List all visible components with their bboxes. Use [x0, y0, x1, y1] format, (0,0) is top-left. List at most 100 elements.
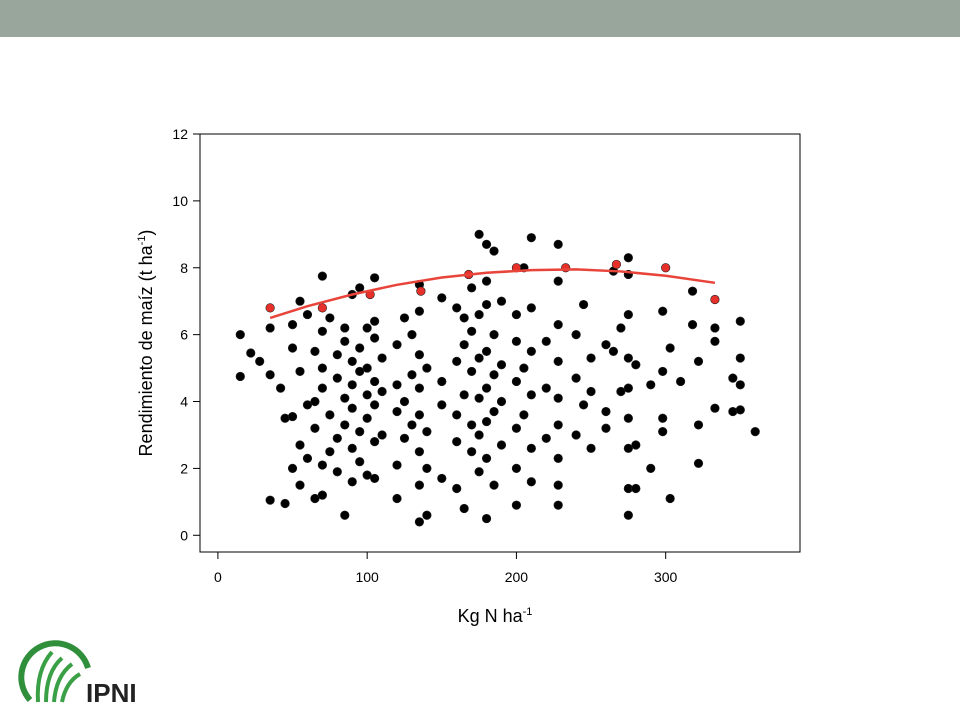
point — [392, 460, 402, 470]
point — [302, 400, 313, 410]
point — [553, 356, 563, 366]
point — [310, 423, 320, 433]
point — [347, 403, 357, 413]
point — [287, 320, 298, 330]
point — [255, 356, 265, 366]
x-label-sup: -1 — [523, 606, 533, 618]
point — [467, 447, 477, 457]
point — [519, 363, 529, 373]
point — [332, 373, 342, 383]
point — [481, 346, 492, 356]
point — [496, 360, 507, 370]
y-label-sup: -1 — [136, 236, 148, 246]
point — [392, 380, 402, 390]
point — [687, 320, 698, 330]
point — [302, 309, 313, 320]
point — [414, 517, 425, 527]
point — [710, 336, 720, 346]
point — [355, 366, 365, 377]
point — [452, 483, 462, 494]
point — [347, 380, 357, 390]
point — [616, 386, 626, 397]
point — [601, 406, 611, 417]
x-axis-label: Kg N ha-1 — [458, 606, 533, 626]
y-tick-label: 6 — [180, 327, 188, 343]
point — [658, 306, 668, 316]
point — [287, 343, 298, 353]
point — [325, 410, 335, 420]
point — [437, 400, 447, 410]
y-tick-label: 10 — [172, 193, 188, 209]
point — [735, 353, 745, 363]
point — [399, 396, 410, 407]
y-tick-label: 12 — [172, 126, 188, 142]
y-label-text: Rendimiento de maíz (t ha — [136, 244, 156, 456]
point — [481, 239, 492, 249]
point — [392, 406, 402, 417]
point — [481, 276, 492, 286]
point — [553, 500, 563, 510]
point — [481, 416, 492, 427]
point — [511, 336, 522, 346]
point — [631, 440, 641, 450]
point — [416, 286, 426, 296]
point — [474, 229, 484, 239]
point — [459, 313, 469, 323]
point — [459, 340, 469, 350]
point — [631, 483, 641, 494]
point — [496, 296, 507, 306]
point — [467, 366, 477, 377]
point — [370, 316, 380, 326]
point — [347, 477, 357, 487]
point — [377, 386, 387, 397]
point — [275, 383, 286, 393]
point — [340, 510, 350, 520]
point — [235, 330, 245, 340]
x-tick-label: 200 — [505, 569, 529, 585]
point — [541, 433, 551, 443]
point — [474, 430, 484, 440]
point — [646, 380, 656, 390]
point — [370, 376, 380, 387]
y-label-end: ) — [136, 230, 156, 236]
point — [526, 303, 536, 313]
point — [332, 433, 342, 443]
point — [295, 296, 305, 306]
point — [459, 390, 469, 400]
point — [481, 299, 492, 310]
point — [511, 376, 522, 387]
point — [317, 303, 327, 313]
point — [422, 427, 432, 437]
fit-line — [269, 268, 716, 320]
point — [377, 353, 387, 363]
point — [302, 453, 313, 463]
point — [355, 283, 365, 293]
point — [665, 343, 675, 353]
point — [422, 510, 432, 520]
point — [437, 473, 447, 484]
point — [340, 336, 350, 346]
point — [578, 299, 589, 310]
point — [414, 447, 425, 457]
point — [317, 460, 327, 470]
point — [511, 423, 522, 433]
point — [246, 348, 256, 358]
point — [474, 467, 484, 477]
point — [750, 427, 760, 437]
point — [623, 353, 633, 363]
point — [623, 309, 633, 320]
x-tick-label: 0 — [214, 569, 222, 585]
point — [710, 294, 720, 305]
point — [658, 427, 668, 437]
point — [623, 510, 633, 520]
point — [317, 271, 327, 281]
point — [317, 383, 327, 393]
point — [658, 413, 668, 423]
point — [526, 390, 536, 400]
point — [332, 467, 342, 477]
point — [616, 323, 626, 333]
point — [541, 383, 551, 393]
point — [586, 443, 596, 453]
point — [658, 366, 668, 377]
point — [511, 309, 522, 320]
